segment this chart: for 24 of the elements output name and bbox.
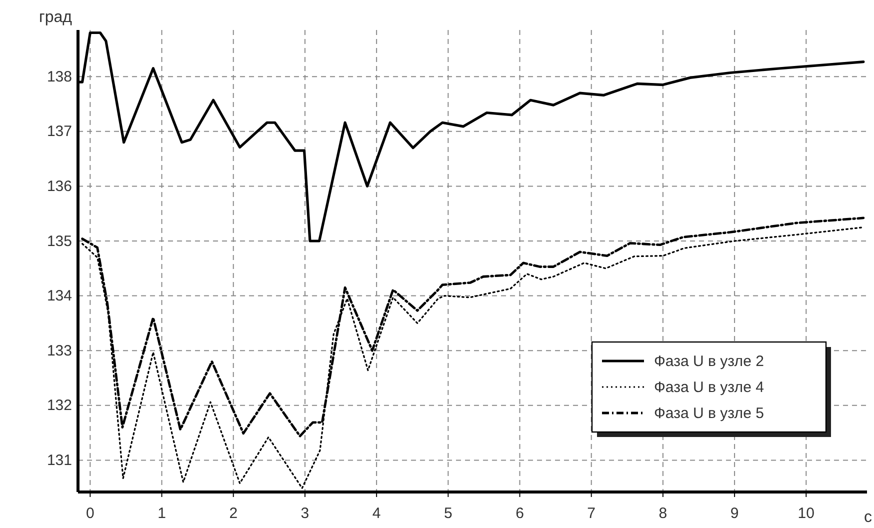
y-tick-label: 134 xyxy=(46,288,72,305)
x-tick-label: 8 xyxy=(658,505,668,522)
y-tick-label: 138 xyxy=(46,68,72,86)
y-tick-label: 137 xyxy=(46,123,72,140)
legend-label: Фаза U в узле 4 xyxy=(654,379,764,396)
legend-label: Фаза U в узле 2 xyxy=(654,353,764,370)
x-axis-title: с xyxy=(864,509,872,526)
x-tick-label: 9 xyxy=(730,505,739,522)
x-tick-label: 6 xyxy=(516,505,524,522)
x-tick-label: 4 xyxy=(372,505,381,522)
x-tick-label: 3 xyxy=(300,505,310,522)
legend-label: Фаза U в узле 5 xyxy=(654,405,764,422)
x-tick-label: 1 xyxy=(158,505,166,522)
x-tick-label: 5 xyxy=(444,505,452,522)
y-tick-label: 135 xyxy=(46,232,72,250)
y-tick-label: 132 xyxy=(46,397,72,414)
x-tick-label: 7 xyxy=(587,505,596,522)
x-tick-label: 10 xyxy=(798,505,814,522)
x-tick-label: 2 xyxy=(229,505,238,522)
y-axis-title: град xyxy=(39,9,73,26)
y-tick-label: 131 xyxy=(46,452,72,470)
y-tick-label: 136 xyxy=(46,178,72,195)
y-tick-label: 133 xyxy=(46,342,72,360)
x-tick-label: 0 xyxy=(86,505,94,522)
